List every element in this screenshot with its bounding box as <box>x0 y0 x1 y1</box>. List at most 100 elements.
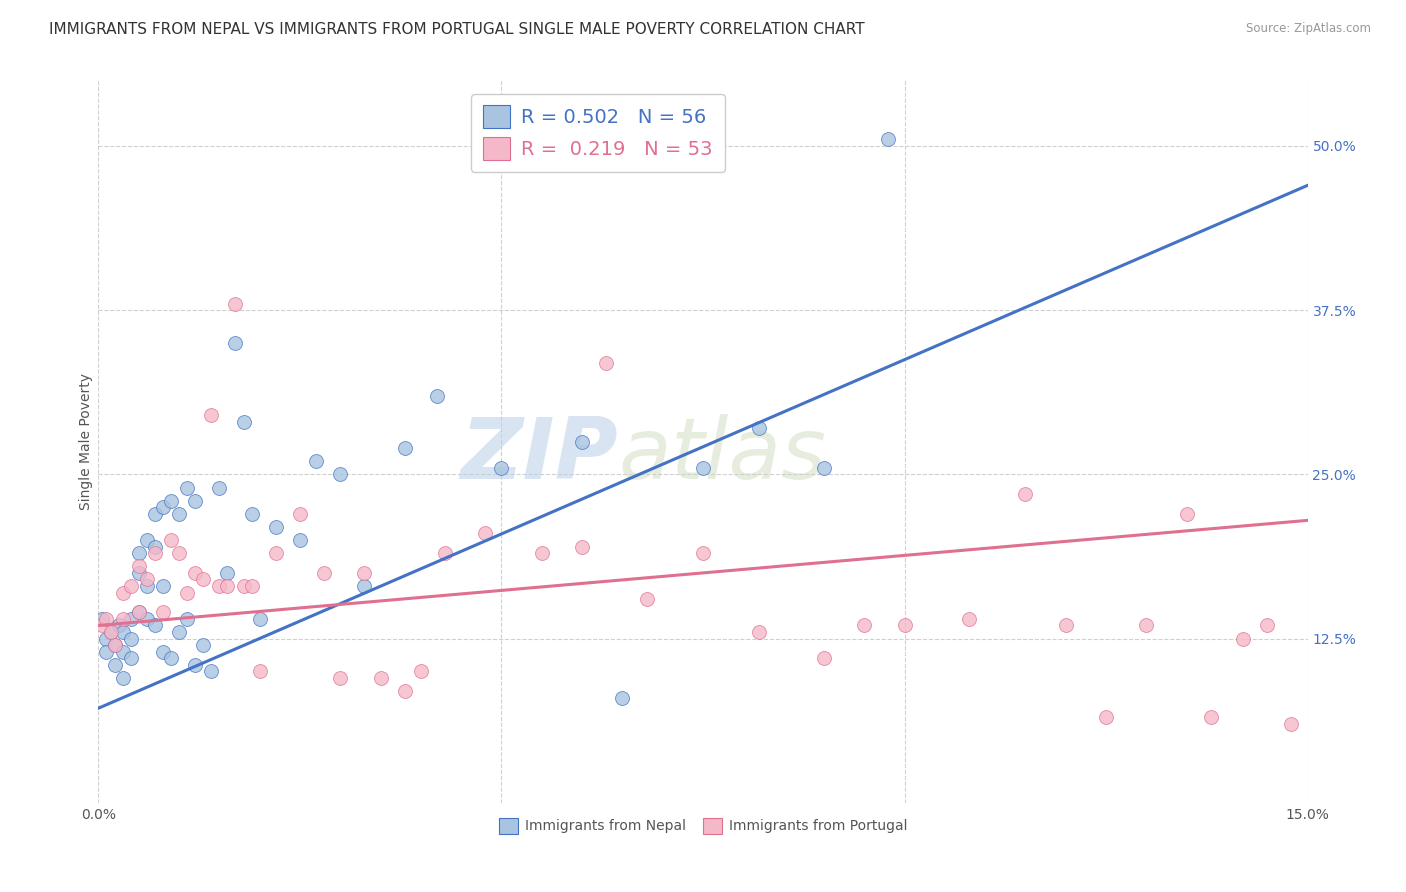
Point <box>748 625 770 640</box>
Point <box>1014 487 1036 501</box>
Point <box>877 132 900 146</box>
Point <box>176 481 198 495</box>
Point <box>249 612 271 626</box>
Point <box>176 612 198 626</box>
Point <box>208 481 231 495</box>
Point <box>193 638 215 652</box>
Point <box>167 507 190 521</box>
Point <box>143 618 166 632</box>
Point <box>329 671 352 685</box>
Point <box>1135 618 1157 632</box>
Point <box>184 657 207 672</box>
Point <box>160 493 183 508</box>
Text: IMMIGRANTS FROM NEPAL VS IMMIGRANTS FROM PORTUGAL SINGLE MALE POVERTY CORRELATIO: IMMIGRANTS FROM NEPAL VS IMMIGRANTS FROM… <box>49 22 865 37</box>
Point <box>434 546 457 560</box>
Point <box>595 356 617 370</box>
Point <box>571 540 593 554</box>
Point <box>813 651 835 665</box>
Point <box>329 467 352 482</box>
Point <box>135 533 157 547</box>
Point <box>651 132 673 146</box>
Point <box>152 500 174 515</box>
Point <box>264 520 287 534</box>
Legend: Immigrants from Nepal, Immigrants from Portugal: Immigrants from Nepal, Immigrants from P… <box>494 812 912 839</box>
Point <box>184 493 207 508</box>
Point <box>184 566 207 580</box>
Point <box>893 618 915 632</box>
Point <box>152 579 174 593</box>
Point <box>370 671 392 685</box>
Point <box>107 618 129 632</box>
Point <box>167 546 190 560</box>
Point <box>409 665 432 679</box>
Point <box>692 460 714 475</box>
Point <box>103 638 125 652</box>
Point <box>240 579 263 593</box>
Point <box>394 684 416 698</box>
Point <box>1199 710 1222 724</box>
Text: Source: ZipAtlas.com: Source: ZipAtlas.com <box>1246 22 1371 36</box>
Point <box>853 618 876 632</box>
Point <box>217 566 239 580</box>
Point <box>111 645 134 659</box>
Point <box>160 651 183 665</box>
Point <box>224 336 246 351</box>
Point <box>264 546 287 560</box>
Point <box>636 592 658 607</box>
Point <box>128 605 150 619</box>
Point <box>426 388 449 402</box>
Point <box>692 546 714 560</box>
Point <box>143 540 166 554</box>
Point <box>193 573 215 587</box>
Point <box>1095 710 1118 724</box>
Point <box>120 651 142 665</box>
Point <box>813 460 835 475</box>
Point <box>305 454 328 468</box>
Point <box>353 579 375 593</box>
Point <box>571 434 593 449</box>
Point <box>232 579 254 593</box>
Point <box>217 579 239 593</box>
Text: atlas: atlas <box>619 415 827 498</box>
Point <box>957 612 980 626</box>
Point <box>135 579 157 593</box>
Y-axis label: Single Male Poverty: Single Male Poverty <box>79 373 93 510</box>
Point <box>128 605 150 619</box>
Point <box>314 566 336 580</box>
Point <box>612 690 634 705</box>
Point <box>1175 507 1198 521</box>
Point <box>91 618 114 632</box>
Point <box>96 632 118 646</box>
Point <box>103 657 125 672</box>
Point <box>288 507 311 521</box>
Point <box>103 638 125 652</box>
Point <box>128 566 150 580</box>
Point <box>224 296 246 310</box>
Point <box>240 507 263 521</box>
Point <box>353 566 375 580</box>
Point <box>288 533 311 547</box>
Point <box>232 415 254 429</box>
Point <box>1281 717 1303 731</box>
Point <box>143 546 166 560</box>
Point <box>200 409 222 423</box>
Point <box>120 612 142 626</box>
Point <box>120 579 142 593</box>
Point <box>91 612 114 626</box>
Point <box>491 460 513 475</box>
Point <box>167 625 190 640</box>
Point <box>200 665 222 679</box>
Point <box>100 625 122 640</box>
Point <box>1232 632 1254 646</box>
Point <box>111 625 134 640</box>
Point <box>96 645 118 659</box>
Point <box>1256 618 1278 632</box>
Point <box>111 585 134 599</box>
Point <box>474 526 496 541</box>
Point <box>249 665 271 679</box>
Point <box>135 612 157 626</box>
Point <box>135 573 157 587</box>
Point <box>176 585 198 599</box>
Point <box>530 546 553 560</box>
Point <box>128 559 150 574</box>
